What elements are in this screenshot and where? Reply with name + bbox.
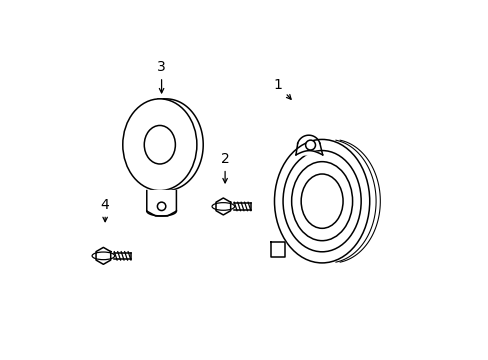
Polygon shape [146, 190, 176, 216]
Polygon shape [295, 151, 322, 155]
Text: 2: 2 [220, 152, 229, 183]
Text: 3: 3 [157, 60, 165, 93]
Polygon shape [271, 242, 285, 257]
Ellipse shape [274, 139, 369, 263]
Ellipse shape [291, 162, 352, 241]
Polygon shape [216, 198, 230, 215]
Polygon shape [96, 247, 110, 264]
Text: 1: 1 [273, 78, 290, 99]
Ellipse shape [305, 140, 315, 150]
Ellipse shape [283, 150, 361, 252]
Ellipse shape [301, 174, 343, 228]
Ellipse shape [144, 125, 175, 164]
Text: 4: 4 [101, 198, 109, 222]
Ellipse shape [157, 202, 165, 211]
Ellipse shape [122, 99, 197, 190]
